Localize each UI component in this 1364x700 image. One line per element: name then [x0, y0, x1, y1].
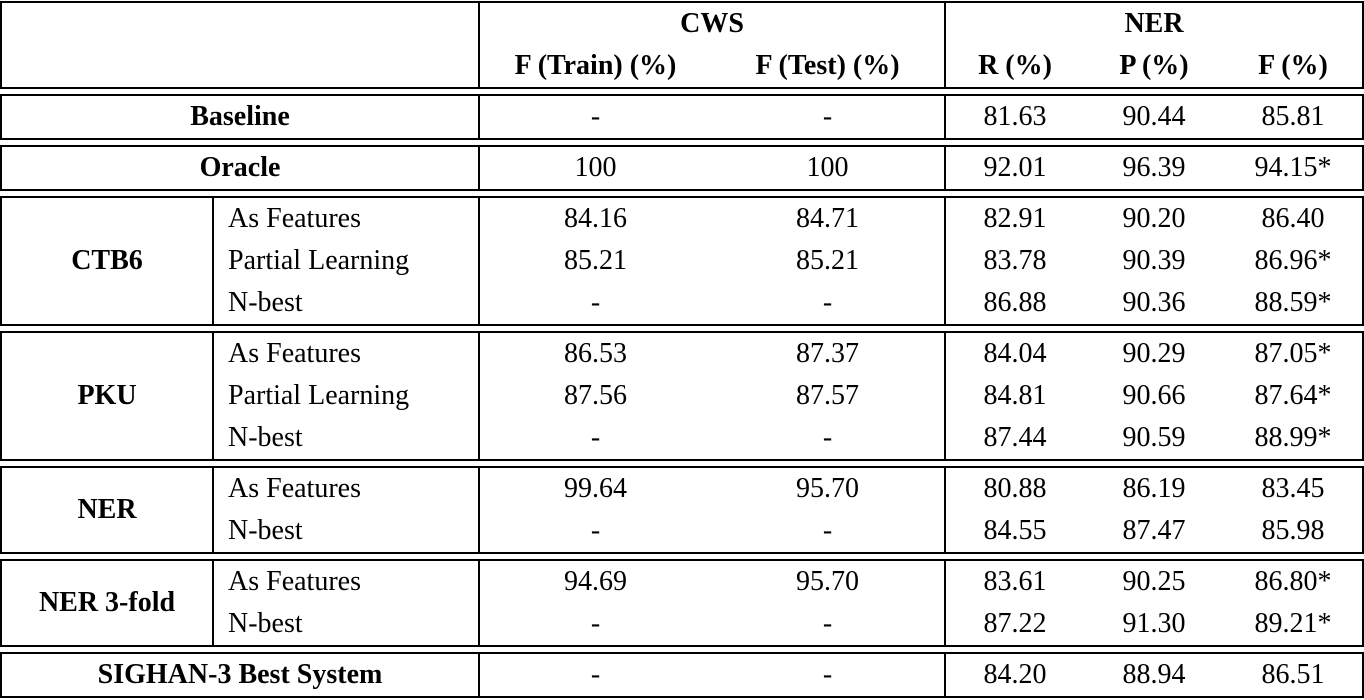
value-cell: 99.64 — [478, 468, 711, 510]
ner-block: NER As Features 99.64 95.70 80.88 86.19 … — [0, 466, 1364, 554]
method-cell: N-best — [212, 510, 478, 552]
value-cell: 88.99* — [1254, 422, 1332, 453]
value-cell: 92.01 — [944, 147, 1084, 189]
header-group-cws: CWS — [478, 3, 944, 45]
value-cell: 90.59 — [1122, 422, 1186, 453]
value-cell: 86.80* — [1254, 566, 1332, 597]
method-cell: As Features — [212, 468, 478, 510]
method-cell: N-best — [212, 603, 478, 645]
method-cell: As Features — [212, 333, 478, 375]
value-cell: 87.22 — [944, 603, 1084, 645]
value-cell: 89.21* — [1254, 608, 1332, 639]
value-cell: 87.05* — [1254, 338, 1332, 369]
value-cell: 85.98 — [1261, 515, 1325, 546]
value-cell: 85.81 — [1261, 101, 1325, 132]
value-cell: 86.40 — [1261, 203, 1325, 234]
method-cell: N-best — [212, 417, 478, 459]
value-cell: 100 — [478, 147, 711, 189]
value-cell: 90.39 — [1122, 245, 1186, 276]
value-cell: 84.71 — [796, 203, 859, 234]
value-cell: 90.36 — [1122, 287, 1186, 318]
value-cell: 80.88 — [944, 468, 1084, 510]
row-label-baseline: Baseline — [190, 101, 290, 132]
group-label-ner: NER — [77, 494, 137, 525]
value-cell: 87.44 — [944, 417, 1084, 459]
value-cell: 84.81 — [944, 375, 1084, 417]
value-cell: - — [822, 287, 833, 318]
value-cell: 88.94 — [1122, 659, 1186, 690]
column-header-r: R (%) — [944, 45, 1084, 87]
value-cell: 83.78 — [944, 240, 1084, 282]
value-cell: 87.56 — [478, 375, 711, 417]
method-cell: Partial Learning — [212, 240, 478, 282]
column-header-f-train: F (Train) (%) — [478, 45, 711, 87]
method-cell: As Features — [212, 561, 478, 603]
value-cell: 85.21 — [478, 240, 711, 282]
column-header-p: P (%) — [1119, 50, 1189, 81]
value-cell: 87.64* — [1254, 380, 1332, 411]
value-cell: 88.59* — [1254, 287, 1332, 318]
value-cell: - — [478, 654, 711, 696]
ner-3fold-block: NER 3-fold As Features 94.69 95.70 83.61… — [0, 559, 1364, 647]
value-cell: 87.47 — [1122, 515, 1186, 546]
value-cell: 91.30 — [1122, 608, 1186, 639]
value-cell: 90.20 — [1122, 203, 1186, 234]
method-cell: N-best — [212, 282, 478, 324]
value-cell: 95.70 — [796, 566, 859, 597]
value-cell: 90.29 — [1122, 338, 1186, 369]
value-cell: 83.45 — [1261, 473, 1325, 504]
value-cell: 84.20 — [944, 654, 1084, 696]
value-cell: - — [478, 417, 711, 459]
value-cell: 86.51 — [1261, 659, 1325, 690]
sighan-block: SIGHAN-3 Best System - - 84.20 88.94 86.… — [0, 652, 1364, 698]
pku-block: PKU As Features 86.53 87.37 84.04 90.29 … — [0, 331, 1364, 461]
value-cell: - — [822, 608, 833, 639]
baseline-block: Baseline - - 81.63 90.44 85.81 — [0, 94, 1364, 140]
value-cell: 84.55 — [944, 510, 1084, 552]
oracle-block: Oracle 100 100 92.01 96.39 94.15* — [0, 145, 1364, 191]
value-cell: 94.15* — [1254, 152, 1332, 183]
value-cell: 94.69 — [478, 561, 711, 603]
value-cell: - — [478, 603, 711, 645]
value-cell: 100 — [806, 152, 849, 183]
value-cell: 90.25 — [1122, 566, 1186, 597]
value-cell: 90.44 — [1122, 101, 1186, 132]
value-cell: 86.53 — [478, 333, 711, 375]
value-cell: - — [478, 282, 711, 324]
value-cell: 87.57 — [796, 380, 859, 411]
value-cell: - — [822, 422, 833, 453]
value-cell: 96.39 — [1122, 152, 1186, 183]
value-cell: 86.88 — [944, 282, 1084, 324]
value-cell: 82.91 — [944, 198, 1084, 240]
method-cell: As Features — [212, 198, 478, 240]
value-cell: 84.04 — [944, 333, 1084, 375]
value-cell: 90.66 — [1122, 380, 1186, 411]
value-cell: 84.16 — [478, 198, 711, 240]
row-label-sighan: SIGHAN-3 Best System — [97, 659, 383, 690]
row-label-oracle: Oracle — [199, 152, 281, 183]
value-cell: - — [822, 101, 833, 132]
value-cell: - — [822, 515, 833, 546]
value-cell: 87.37 — [796, 338, 859, 369]
value-cell: 83.61 — [944, 561, 1084, 603]
value-cell: 95.70 — [796, 473, 859, 504]
header-group-ner: NER — [944, 3, 1362, 45]
value-cell: 86.19 — [1122, 473, 1186, 504]
method-cell: Partial Learning — [212, 375, 478, 417]
column-header-f: F (%) — [1258, 50, 1328, 81]
value-cell: - — [478, 96, 711, 138]
header-empty-cell — [2, 3, 478, 87]
group-label-ctb6: CTB6 — [71, 245, 143, 276]
value-cell: - — [822, 659, 833, 690]
group-label-pku: PKU — [77, 380, 137, 411]
value-cell: - — [478, 510, 711, 552]
value-cell: 85.21 — [796, 245, 859, 276]
value-cell: 81.63 — [944, 96, 1084, 138]
column-header-f-test: F (Test) (%) — [755, 50, 900, 81]
header-block: CWS NER F (Train) (%) F (Test) (%) R (%)… — [0, 1, 1364, 89]
ctb6-block: CTB6 As Features 84.16 84.71 82.91 90.20… — [0, 196, 1364, 326]
group-label-ner-3fold: NER 3-fold — [38, 587, 176, 618]
value-cell: 86.96* — [1254, 245, 1332, 276]
